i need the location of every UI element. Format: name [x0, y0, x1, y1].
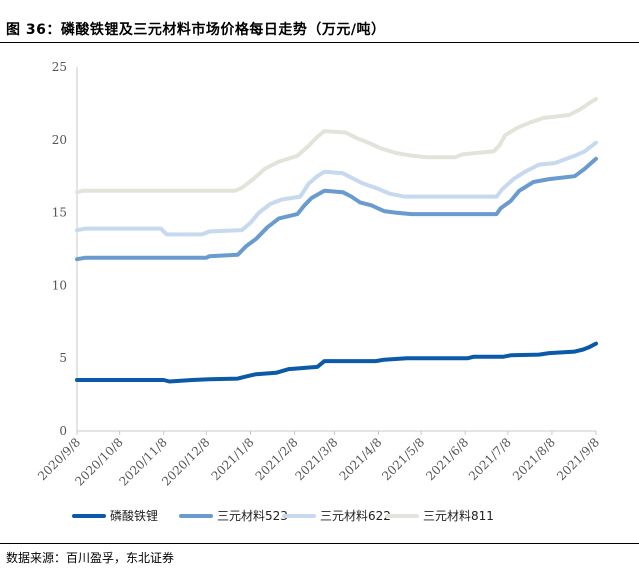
x-tick-label: 2021/6/8 [423, 435, 471, 483]
y-tick-label: 10 [52, 278, 67, 292]
y-tick-label: 15 [52, 206, 67, 220]
legend-label: 三元材料811 [423, 509, 494, 523]
x-tick-label: 2021/9/8 [554, 435, 602, 483]
figure-title: 图 36：磷酸铁锂及三元材料市场价格每日走势（万元/吨） [6, 22, 386, 38]
x-tick-label: 2021/5/8 [379, 435, 427, 483]
y-tick-label: 25 [52, 60, 67, 74]
legend-label: 三元材料523 [217, 509, 288, 523]
legend-label: 磷酸铁锂 [110, 508, 158, 523]
x-tick-label: 2021/4/8 [337, 435, 385, 483]
x-tick-label: 2021/7/8 [466, 435, 514, 483]
y-tick-label: 5 [59, 351, 67, 365]
series-line-三元材料811 [75, 97, 598, 195]
line-chart: 05101520252020/9/82020/10/82020/11/82020… [35, 60, 602, 523]
y-tick-label: 20 [52, 133, 67, 147]
data-source: 数据来源：百川盈孚，东北证券 [6, 551, 175, 565]
y-tick-label: 0 [59, 424, 67, 438]
bottom-rule [0, 543, 639, 544]
chart-legend: 磷酸铁锂 三元材料523 三元材料622 三元材料811 [72, 508, 494, 523]
chart-axes: 05101520252020/9/82020/10/82020/11/82020… [35, 60, 602, 489]
series-line-三元材料622 [75, 140, 598, 237]
x-tick-label: 2021/2/8 [253, 435, 301, 483]
series-line-三元材料523 [75, 156, 598, 262]
x-tick-label: 2021/8/8 [510, 435, 558, 483]
x-tick-label: 2021/3/8 [292, 435, 340, 483]
legend-label: 三元材料622 [320, 509, 391, 523]
chart-series-layer [75, 97, 598, 384]
series-line-磷酸铁锂 [75, 341, 598, 384]
top-rule [0, 42, 639, 43]
x-tick-label: 2021/1/8 [209, 435, 257, 483]
